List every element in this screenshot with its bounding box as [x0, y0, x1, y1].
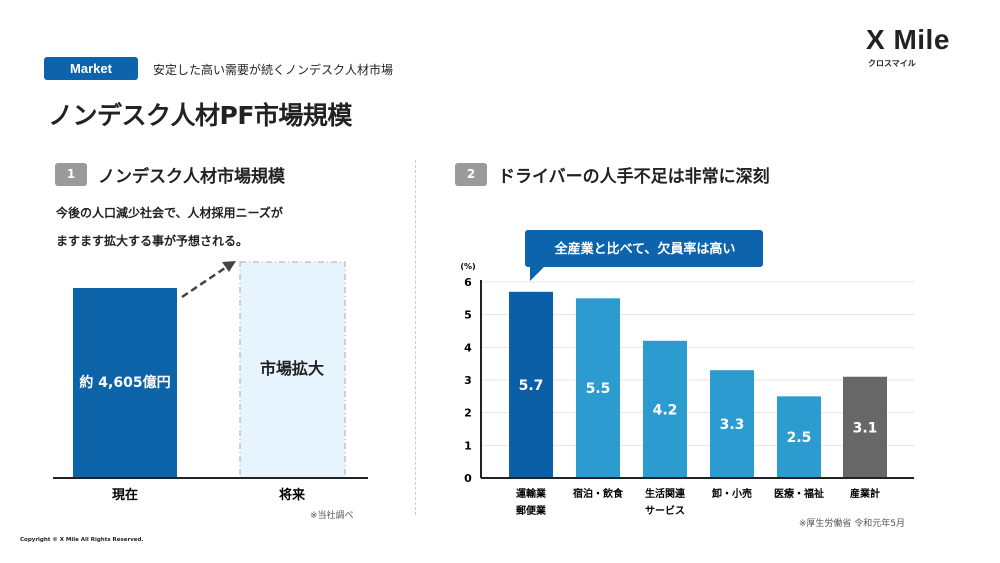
- category-future: 将来: [279, 487, 306, 503]
- callout-bubble: [525, 230, 763, 281]
- category-label: 郵便業: [516, 504, 547, 517]
- page-title: ノンデスク人材PF市場規模: [48, 101, 352, 130]
- logo: X Mile: [866, 24, 950, 55]
- y-axis-unit: (%): [460, 262, 475, 271]
- category-label: 宿泊・飲食: [573, 487, 624, 500]
- bar: [509, 291, 553, 478]
- market-badge: Market: [44, 57, 138, 80]
- arrow-head-icon: [222, 261, 236, 272]
- section-divider: [415, 160, 416, 515]
- section1-body-line1: 今後の人口減少社会で、人材採用ニーズが: [56, 206, 283, 220]
- section-number-2: 2: [455, 163, 487, 186]
- bar: [710, 370, 754, 478]
- category-label: 卸・小売: [712, 487, 752, 500]
- category-label: 医療・福祉: [774, 487, 824, 500]
- logo-kana: クロスマイル: [868, 59, 916, 68]
- page-subtitle: 安定した高い需要が続くノンデスク人材市場: [153, 63, 394, 77]
- growth-arrow: [181, 264, 229, 299]
- callout-text: 全産業と比べて、欠員率は高い: [554, 241, 736, 257]
- section2-heading: ドライバーの人手不足は非常に深刻: [498, 167, 770, 187]
- y-tick-label: 3: [464, 374, 472, 387]
- category-label: 産業計: [850, 487, 880, 500]
- bar: [777, 396, 821, 478]
- section1-heading: ノンデスク人材市場規模: [98, 167, 285, 187]
- category-label: 運輸業: [516, 487, 547, 500]
- bar: [843, 376, 887, 478]
- y-tick-label: 0: [464, 472, 472, 485]
- bar-value-label: 2.5: [787, 430, 812, 446]
- section1-body-line2: ますます拡大する事が予想される。: [56, 234, 249, 248]
- bar-value-label: 5.5: [586, 381, 611, 397]
- current-value-label: 約 4,605億円: [79, 374, 170, 391]
- category-label: サービス: [645, 504, 685, 517]
- section-number-1: 1: [55, 163, 87, 186]
- market-size-chart: 約 4,605億円 市場拡大 現在 将来 ※当社調べ: [53, 261, 368, 521]
- future-bar: [239, 261, 346, 479]
- future-label: 市場拡大: [260, 359, 324, 378]
- source-note: ※当社調べ: [310, 509, 354, 521]
- bar-value-label: 3.3: [720, 417, 745, 433]
- y-tick-label: 5: [464, 309, 472, 322]
- y-tick-label: 4: [464, 341, 472, 354]
- copyright: Copyright © X Mile All Rights Reserved.: [20, 537, 144, 543]
- y-tick-label: 1: [464, 439, 472, 452]
- bar-value-label: 3.1: [853, 420, 878, 436]
- category-label: 生活関連: [645, 487, 686, 500]
- category-current: 現在: [112, 487, 138, 503]
- y-tick-label: 6: [464, 276, 472, 289]
- bar-value-label: 4.2: [653, 402, 678, 418]
- bar: [643, 340, 687, 478]
- y-tick-label: 2: [464, 407, 472, 420]
- bar: [576, 298, 620, 478]
- bar-value-label: 5.7: [519, 378, 544, 394]
- current-bar: [73, 288, 177, 478]
- source-note: ※厚生労働省 令和元年5月: [799, 517, 905, 529]
